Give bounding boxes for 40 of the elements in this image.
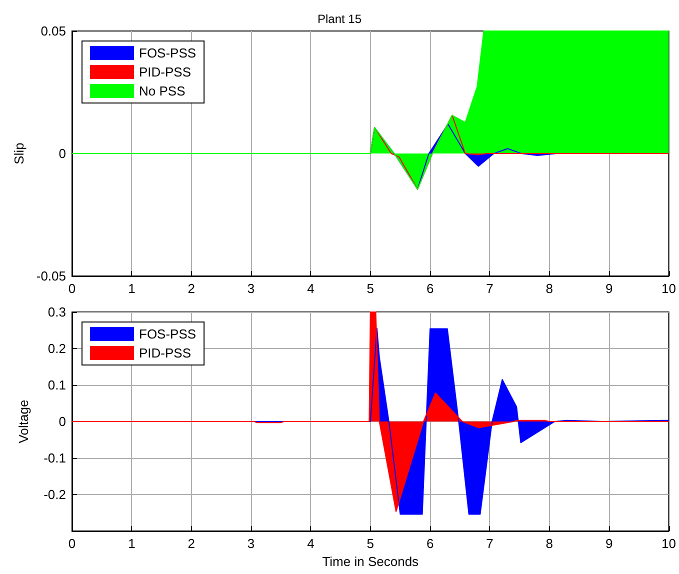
- x-tick-label: 8: [546, 281, 554, 296]
- x-tick-label: 10: [662, 536, 676, 551]
- x-tick-label: 6: [426, 536, 434, 551]
- y-axis-title: Voltage: [16, 400, 31, 444]
- y-tick-label: 0: [58, 414, 66, 429]
- x-tick-label: 5: [366, 281, 374, 296]
- x-axis-title: Time in Seconds: [322, 554, 420, 569]
- y-tick-label: 0.3: [48, 304, 66, 320]
- y-axis-title: Slip: [11, 142, 26, 164]
- x-tick-label: 7: [486, 281, 494, 296]
- y-tick-label: -0.05: [36, 268, 66, 284]
- y-tick-label: -0.2: [44, 487, 66, 502]
- x-tick-label: 5: [366, 536, 374, 551]
- x-tick-label: 0: [68, 281, 76, 296]
- x-tick-label: 6: [426, 281, 434, 296]
- x-tick-label: 0: [68, 536, 76, 551]
- x-tick-label: 2: [188, 281, 195, 296]
- x-tick-label: 2: [188, 536, 195, 551]
- x-tick-label: 9: [605, 536, 613, 551]
- y-tick-label: 0.2: [48, 341, 66, 356]
- x-tick-label: 7: [486, 536, 494, 551]
- x-tick-label: 4: [307, 536, 314, 551]
- x-tick-label: 3: [247, 281, 255, 296]
- legend-label: FOS-PSS: [139, 46, 196, 60]
- chart-title: Plant 15: [317, 12, 362, 26]
- legend-label: PID-PSS: [139, 346, 192, 360]
- x-tick-label: 3: [247, 536, 255, 551]
- x-tick-label: 9: [605, 281, 613, 296]
- x-tick-label: 10: [662, 281, 676, 296]
- y-tick-label: 0: [58, 146, 66, 161]
- x-tick-label: 4: [307, 281, 314, 296]
- y-tick-label: 0.05: [40, 24, 66, 38]
- y-tick-label: -0.1: [44, 450, 66, 466]
- legend-label: FOS-PSS: [139, 326, 196, 342]
- y-tick-label: 0.1: [48, 378, 66, 392]
- x-tick-label: 1: [128, 536, 136, 551]
- x-tick-label: 8: [546, 536, 554, 551]
- legend-label: No PSS: [139, 84, 186, 98]
- legend-label: PID-PSS: [139, 64, 192, 80]
- x-tick-label: 1: [128, 281, 136, 296]
